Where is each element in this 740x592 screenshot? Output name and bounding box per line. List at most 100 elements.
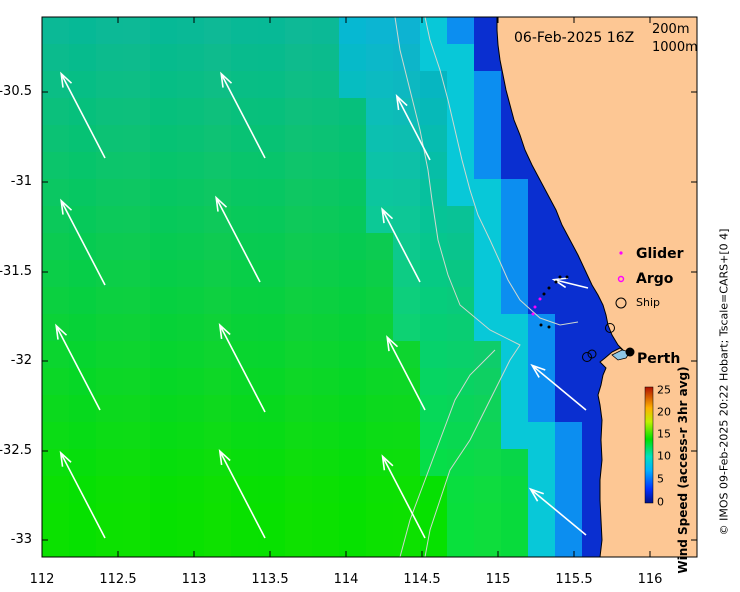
- wind-cell: [285, 395, 313, 423]
- wind-cell: [285, 368, 313, 396]
- wind-cell: [258, 341, 286, 369]
- wind-cell: [447, 98, 475, 126]
- wind-cell: [177, 449, 205, 477]
- wind-cell: [285, 17, 313, 45]
- wind-cell: [420, 71, 448, 99]
- wind-cell: [285, 314, 313, 342]
- colorbar: [644, 386, 654, 504]
- wind-cell: [420, 17, 448, 45]
- wind-cell: [501, 206, 529, 234]
- glider-track-point: [531, 312, 535, 316]
- wind-cell: [204, 530, 232, 557]
- wind-cell: [285, 125, 313, 153]
- wind-cell: [474, 368, 502, 396]
- wind-cell: [474, 179, 502, 207]
- wind-cell: [366, 395, 394, 423]
- wind-cell: [69, 314, 97, 342]
- wind-cell: [555, 530, 583, 557]
- wind-cell: [177, 233, 205, 261]
- wind-cell: [339, 287, 367, 315]
- wind-cell: [258, 71, 286, 99]
- wind-cell: [447, 71, 475, 99]
- wind-cell: [69, 260, 97, 288]
- wind-cell: [69, 98, 97, 126]
- wind-cell: [420, 449, 448, 477]
- wind-cell: [177, 260, 205, 288]
- wind-cell: [204, 449, 232, 477]
- wind-vector-arrow: [220, 71, 266, 159]
- wind-cell: [96, 17, 124, 45]
- wind-cell: [204, 44, 232, 72]
- wind-cell: [312, 125, 340, 153]
- wind-cell: [366, 422, 394, 450]
- wind-cell: [501, 530, 529, 557]
- wind-cell: [123, 233, 151, 261]
- wind-cell: [420, 287, 448, 315]
- wind-cell: [177, 530, 205, 557]
- wind-cell: [393, 17, 421, 45]
- wind-cell: [204, 17, 232, 45]
- wind-cell: [69, 152, 97, 180]
- contour-1000m: [394, 17, 521, 557]
- y-tick-label: -31: [10, 174, 32, 189]
- wind-cell: [96, 287, 124, 315]
- wind-cell: [420, 98, 448, 126]
- wind-cell: [528, 503, 556, 531]
- wind-cell: [447, 476, 475, 504]
- wind-vector-arrow: [381, 454, 426, 539]
- wind-cell: [501, 503, 529, 531]
- wind-cell: [258, 368, 286, 396]
- wind-cell: [96, 179, 124, 207]
- wind-cell: [204, 503, 232, 531]
- wind-cell: [258, 476, 286, 504]
- depth-contour-label-1000m: 1000m: [652, 40, 698, 55]
- wind-cell: [474, 44, 502, 72]
- wind-cell: [42, 395, 70, 423]
- depth-contour-label-200m: 200m: [652, 22, 690, 37]
- wind-cell: [150, 314, 178, 342]
- city-label-perth: Perth: [637, 351, 681, 367]
- contour-1000m-south: [399, 349, 496, 557]
- wind-cell: [204, 287, 232, 315]
- wind-cell: [177, 206, 205, 234]
- wind-cell: [177, 314, 205, 342]
- wind-cell: [69, 206, 97, 234]
- wind-cell: [555, 368, 583, 396]
- wind-cell: [339, 341, 367, 369]
- wind-cell: [150, 179, 178, 207]
- wind-cell: [501, 152, 529, 180]
- wind-cell: [150, 260, 178, 288]
- wind-cell: [285, 233, 313, 261]
- wind-cell: [150, 503, 178, 531]
- wind-cell: [366, 125, 394, 153]
- wind-cell: [312, 233, 340, 261]
- colorbar-title: Wind Speed (access-r 3hr avg): [676, 366, 690, 574]
- wind-vector-arrow: [528, 487, 587, 536]
- wind-cell: [393, 125, 421, 153]
- perth-marker: [625, 347, 635, 357]
- wind-cell: [177, 125, 205, 153]
- wind-cell: [312, 179, 340, 207]
- wind-cell: [42, 125, 70, 153]
- wind-cell: [447, 314, 475, 342]
- colorbar-tick-label: 25: [657, 383, 671, 397]
- legend-glider-label: Glider: [636, 246, 684, 262]
- wind-cell: [366, 17, 394, 45]
- ship-marker: [582, 352, 592, 362]
- wind-cell: [312, 368, 340, 396]
- wind-cell: [42, 98, 70, 126]
- contour-200m: [424, 17, 579, 326]
- wind-cell: [393, 287, 421, 315]
- wind-cell: [258, 260, 286, 288]
- wind-cell: [420, 179, 448, 207]
- wind-cell: [42, 179, 70, 207]
- wind-cell: [474, 422, 502, 450]
- wind-cell: [393, 422, 421, 450]
- wind-cell: [231, 71, 259, 99]
- wind-cell: [393, 260, 421, 288]
- wind-vector-arrow: [60, 198, 106, 286]
- wind-cell: [366, 530, 394, 557]
- credit-label: © IMOS 09-Feb-2025 20:22 Hobart; Tscale=…: [717, 228, 731, 536]
- wind-cell: [204, 260, 232, 288]
- wind-cell: [339, 233, 367, 261]
